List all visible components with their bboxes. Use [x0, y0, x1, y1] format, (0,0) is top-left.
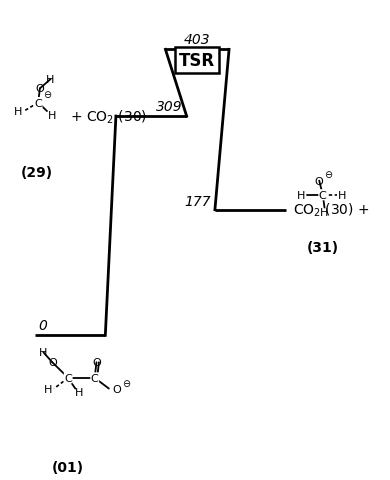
Text: TSR: TSR [179, 52, 215, 70]
Text: O: O [35, 84, 44, 94]
Text: C: C [64, 373, 72, 383]
Text: O: O [92, 358, 101, 368]
Text: H: H [46, 75, 55, 85]
Text: H: H [39, 348, 48, 358]
Text: (01): (01) [52, 460, 84, 474]
Text: ⊖: ⊖ [324, 169, 332, 179]
Text: C: C [91, 373, 99, 383]
Text: 0: 0 [38, 319, 47, 333]
Text: H: H [47, 111, 56, 121]
Text: C: C [34, 98, 42, 108]
Text: 309: 309 [156, 100, 183, 114]
Text: H: H [13, 107, 22, 117]
Text: H: H [320, 207, 329, 217]
Text: (31): (31) [307, 240, 339, 254]
Text: ⊖: ⊖ [43, 90, 51, 100]
Text: C: C [319, 191, 326, 200]
Text: + CO$_2$ (30): + CO$_2$ (30) [70, 108, 147, 125]
Text: H: H [74, 387, 83, 397]
Text: 177: 177 [185, 194, 211, 208]
Text: H: H [297, 191, 306, 200]
Text: CO$_2$ (30) +: CO$_2$ (30) + [293, 202, 369, 219]
Text: H: H [44, 384, 52, 394]
Text: O: O [315, 176, 324, 186]
Text: O: O [48, 358, 57, 368]
Text: 403: 403 [184, 34, 211, 48]
Text: ⊖: ⊖ [122, 378, 130, 388]
Text: O: O [112, 384, 121, 394]
Text: H: H [338, 191, 346, 200]
Text: (29): (29) [20, 166, 52, 180]
